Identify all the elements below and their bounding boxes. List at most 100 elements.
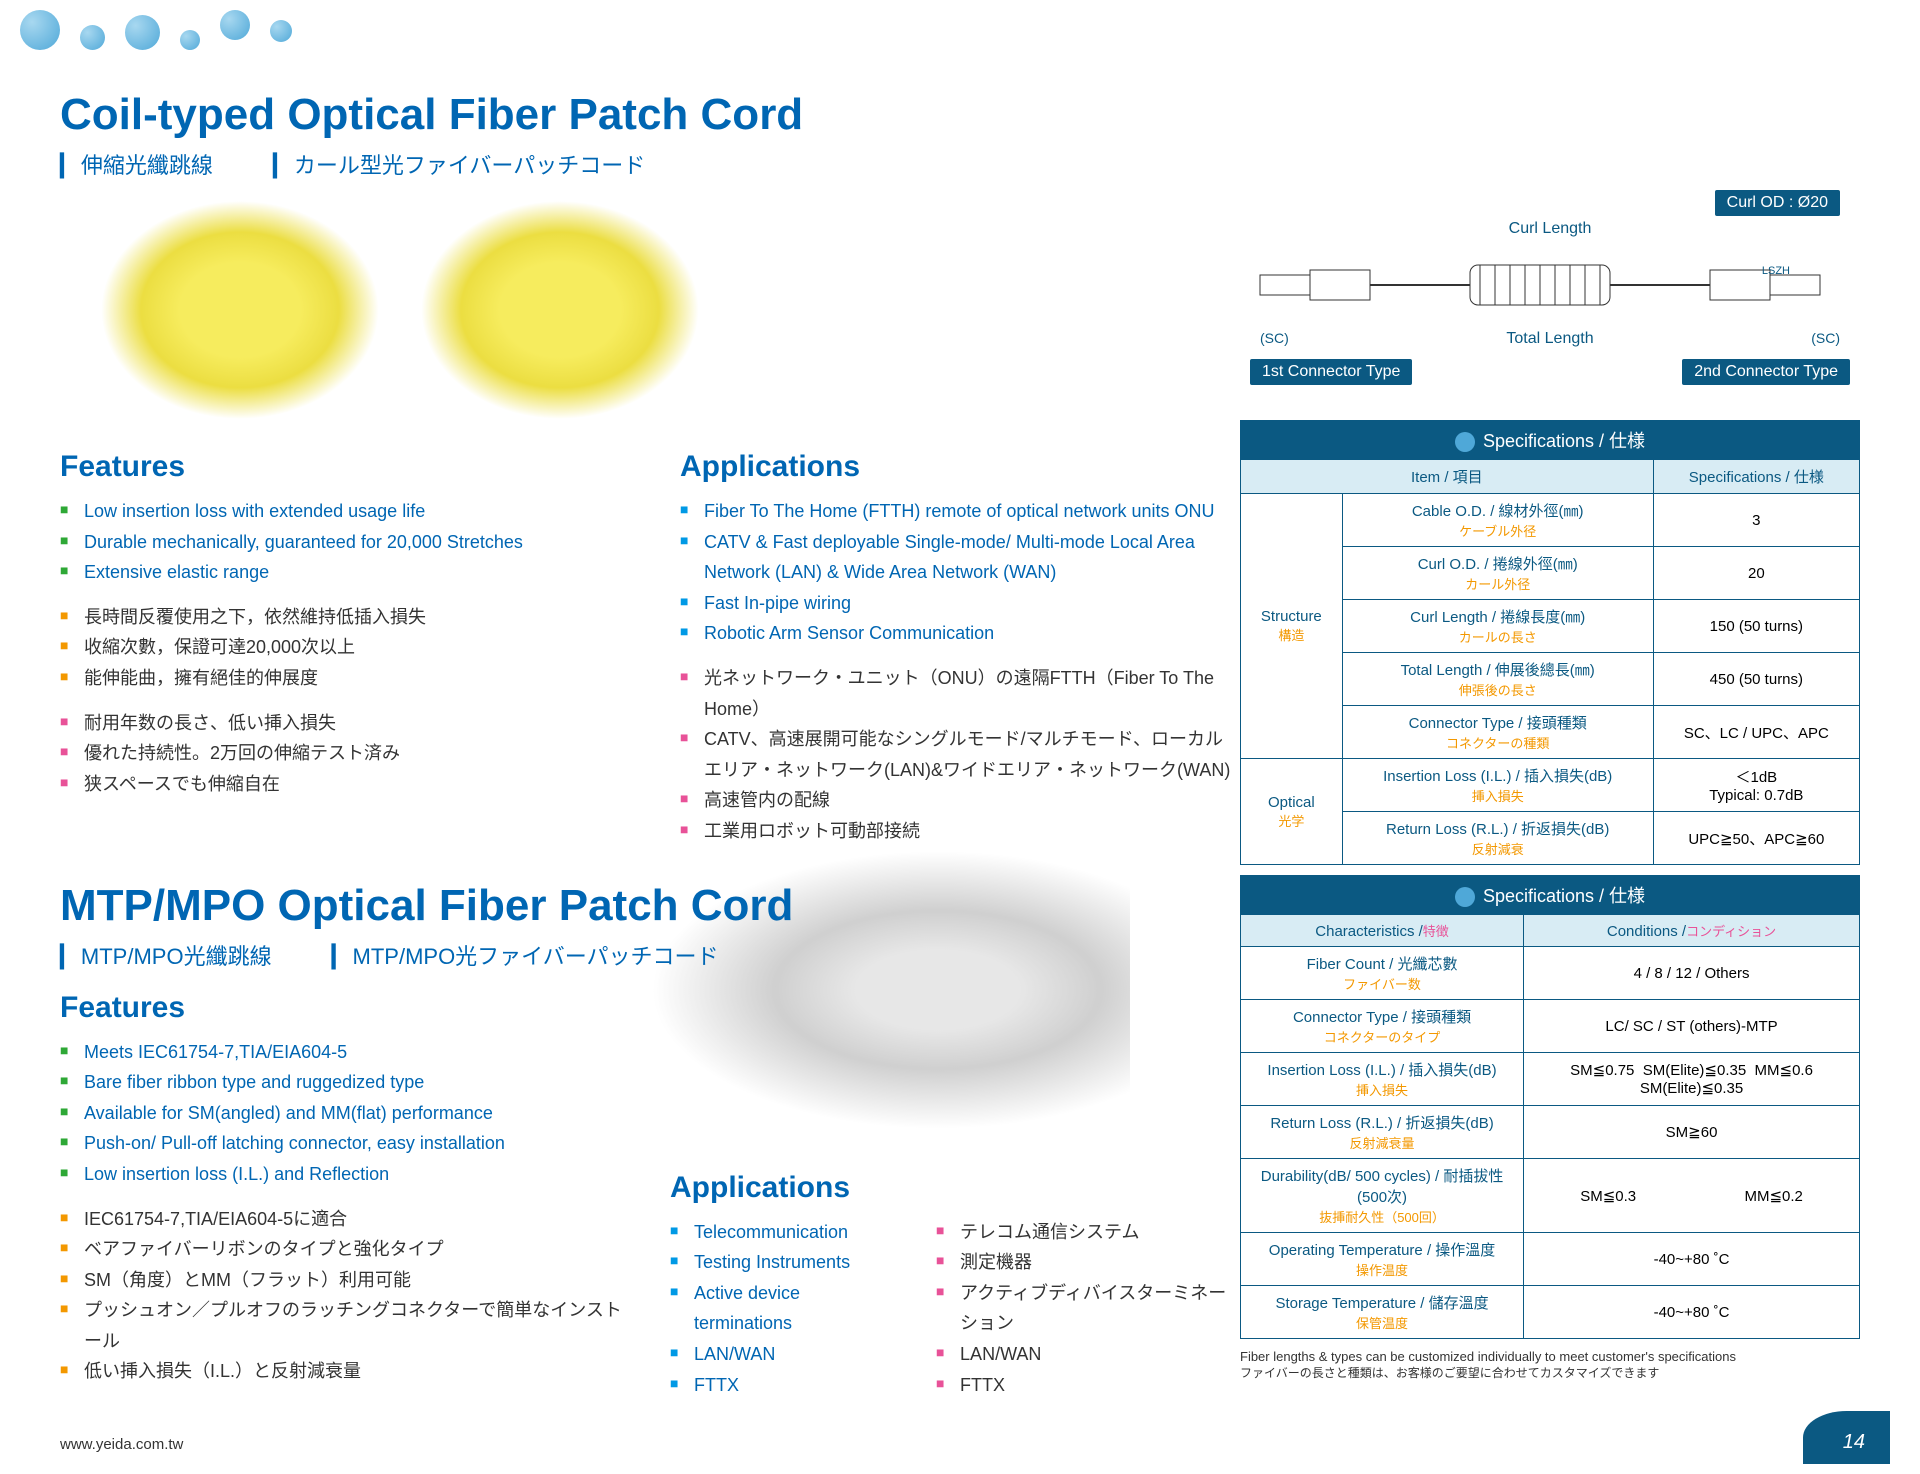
spec1-row-value: 150 (50 turns) (1653, 600, 1859, 653)
spec2-row-value: SM≦0.75 SM(Elite)≦0.35 MM≦0.6 SM(Elite)≦… (1524, 1053, 1860, 1106)
diagram-svg (1240, 240, 1860, 340)
list-item: Robotic Arm Sensor Communication (680, 618, 1240, 649)
footer-note-en: Fiber lengths & types can be customized … (1240, 1349, 1736, 1364)
spec1-row-value: SC、LC / UPC、APC (1653, 706, 1859, 759)
spec1-row-label: Cable O.D. / 線材外徑(㎜)ケーブル外径 (1342, 494, 1653, 547)
footer-url: www.yeida.com.tw (60, 1436, 183, 1453)
diagram-lszh: LSZH (1762, 265, 1790, 277)
list-item: 長時間反覆使用之下，依然維持低插入損失 (60, 602, 620, 633)
list-item: 收縮次數，保證可達20,000次以上 (60, 632, 620, 663)
spec1-header: Specifications / 仕様 (1483, 431, 1645, 451)
list-item: LAN/WAN (936, 1339, 1240, 1370)
spec2-header: Specifications / 仕様 (1483, 886, 1645, 906)
spec2-char-jp: 特徴 (1423, 924, 1449, 939)
spec1-row-value: 450 (50 turns) (1653, 653, 1859, 706)
spec2-row-value: SM≦0.3 MM≦0.2 (1524, 1159, 1860, 1233)
features-1-en: Low insertion loss with extended usage l… (60, 496, 620, 588)
spec1-row-value: 3 (1653, 494, 1859, 547)
spec2-row-label: Insertion Loss (I.L.) / 插入損失(dB)挿入損失 (1241, 1053, 1524, 1106)
list-item: Low insertion loss (I.L.) and Reflection (60, 1159, 630, 1190)
applications-heading-1: Applications (680, 450, 1240, 484)
list-item: 測定機器 (936, 1247, 1240, 1278)
spec-icon (1455, 887, 1475, 907)
spec-icon (1455, 432, 1475, 452)
list-item: CATV & Fast deployable Single-mode/ Mult… (680, 527, 1240, 588)
apps-2-jp: テレコム通信システム測定機器アクティブディバイスターミネーションLAN/WANF… (936, 1217, 1240, 1401)
applications-heading-2: Applications (670, 1171, 1240, 1205)
spec2-cond-en: Conditions / (1607, 923, 1686, 940)
spec2-row-label: Storage Temperature / 儲存溫度保管温度 (1241, 1286, 1524, 1339)
list-item: アクティブディバイスターミネーション (936, 1278, 1240, 1339)
apps-1-en: Fiber To The Home (FTTH) remote of optic… (680, 496, 1240, 649)
list-item: LAN/WAN (670, 1339, 876, 1370)
spec1-spec-label: Specifications / 仕様 (1653, 460, 1859, 494)
diagram-sc1: (SC) (1260, 330, 1289, 346)
product-image-coil (60, 190, 1240, 430)
list-item: SM（角度）とMM（フラット）利用可能 (60, 1265, 630, 1296)
list-item: ベアファイバーリボンのタイプと強化タイプ (60, 1234, 630, 1265)
list-item: Durable mechanically, guaranteed for 20,… (60, 527, 620, 558)
subtitle-1-zh: 伸縮光纖跳線 (60, 148, 213, 180)
list-item: Fast In-pipe wiring (680, 588, 1240, 619)
list-item: Available for SM(angled) and MM(flat) pe… (60, 1098, 630, 1129)
apps-1-jp: 光ネットワーク・ユニット（ONU）の遠隔FTTH（Fiber To The Ho… (680, 663, 1240, 847)
spec2-row-label: Operating Temperature / 操作溫度操作温度 (1241, 1233, 1524, 1286)
diagram-curl-od: Curl OD : Ø20 (1715, 190, 1840, 216)
title-2: MTP/MPO Optical Fiber Patch Cord (60, 881, 1240, 931)
features-heading-2: Features (60, 991, 630, 1025)
list-item: 低い挿入損失（I.L.）と反射減衰量 (60, 1356, 630, 1387)
list-item: Fiber To The Home (FTTH) remote of optic… (680, 496, 1240, 527)
spec2-row-value: 4 / 8 / 12 / Others (1524, 947, 1860, 1000)
list-item: IEC61754-7,TIA/EIA604-5に適合 (60, 1204, 630, 1235)
subtitle-1-jp: カール型光ファイバーパッチコード (273, 148, 645, 180)
list-item: Extensive elastic range (60, 557, 620, 588)
spec1-row-label: Curl Length / 捲線長度(㎜)カールの長さ (1342, 600, 1653, 653)
list-item: FTTX (670, 1370, 876, 1401)
list-item: テレコム通信システム (936, 1217, 1240, 1248)
list-item: Meets IEC61754-7,TIA/EIA604-5 (60, 1037, 630, 1068)
spec1-row-value: ＜1dB Typical: 0.7dB (1653, 759, 1859, 812)
list-item: Bare fiber ribbon type and ruggedized ty… (60, 1067, 630, 1098)
cable-diagram: Curl OD : Ø20 Curl Length (SC) (SC) LSZH… (1240, 190, 1860, 370)
features-2-en: Meets IEC61754-7,TIA/EIA604-5Bare fiber … (60, 1037, 630, 1190)
list-item: Active device terminations (670, 1278, 876, 1339)
list-item: 狭スペースでも伸縮自在 (60, 769, 620, 800)
spec2-row-value: SM≧60 (1524, 1106, 1860, 1159)
spec1-row-label: Curl O.D. / 捲線外徑(㎜)カール外径 (1342, 547, 1653, 600)
features-1-jp: 耐用年数の長さ、低い挿入損失優れた持続性。2万回の伸縮テスト済み狭スペースでも伸… (60, 708, 620, 800)
spec-table-2: Specifications / 仕様 Characteristics /特徴 … (1240, 875, 1860, 1339)
spec1-row-value: 20 (1653, 547, 1859, 600)
diagram-sc2: (SC) (1811, 330, 1840, 346)
spec1-optical-header: Optical光学 (1241, 759, 1343, 865)
diagram-conn2: 2nd Connector Type (1682, 359, 1850, 385)
list-item: 能伸能曲，擁有絕佳的伸展度 (60, 663, 620, 694)
subtitle-row-1: 伸縮光纖跳線 カール型光ファイバーパッチコード (60, 148, 1860, 180)
spec1-row-value: UPC≧50、APC≧60 (1653, 812, 1859, 865)
spec1-row-label: Total Length / 伸展後總長(㎜)伸張後の長さ (1342, 653, 1653, 706)
title-1: Coil-typed Optical Fiber Patch Cord (60, 90, 1860, 140)
spec1-item-label: Item / 項目 (1241, 460, 1654, 494)
list-item: 工業用ロボット可動部接続 (680, 816, 1240, 847)
spec2-row-label: Connector Type / 接頭種類コネクターのタイプ (1241, 1000, 1524, 1053)
list-item: Testing Instruments (670, 1247, 876, 1278)
spec1-row-label: Connector Type / 接頭種類コネクターの種類 (1342, 706, 1653, 759)
list-item: Low insertion loss with extended usage l… (60, 496, 620, 527)
decorative-bubbles (20, 10, 292, 50)
spec2-row-value: LC/ SC / ST (others)-MTP (1524, 1000, 1860, 1053)
footer-note: Fiber lengths & types can be customized … (1240, 1349, 1860, 1381)
spec2-char-en: Characteristics / (1315, 923, 1423, 940)
subtitle-2-zh: MTP/MPO光纖跳線 (60, 939, 272, 971)
apps-2-en: TelecommunicationTesting InstrumentsActi… (670, 1217, 876, 1401)
diagram-curl-length: Curl Length (1509, 220, 1592, 238)
subtitle-row-2: MTP/MPO光纖跳線 MTP/MPO光ファイバーパッチコード (60, 939, 1240, 971)
spec2-row-value: -40~+80 ˚C (1524, 1233, 1860, 1286)
spec2-cond-jp: コンディション (1686, 924, 1776, 939)
features-2-jp: IEC61754-7,TIA/EIA604-5に適合ベアファイバーリボンのタイプ… (60, 1204, 630, 1388)
spec2-row-value: -40~+80 ˚C (1524, 1286, 1860, 1339)
list-item: Push-on/ Pull-off latching connector, ea… (60, 1128, 630, 1159)
diagram-conn1: 1st Connector Type (1250, 359, 1412, 385)
footer-note-jp: ファイバーの長さと種類は、お客様のご要望に合わせてカスタマイズできます (1240, 1364, 1860, 1381)
spec-table-1: Specifications / 仕様 Item / 項目 Specificat… (1240, 420, 1860, 865)
list-item: FTTX (936, 1370, 1240, 1401)
list-item: Telecommunication (670, 1217, 876, 1248)
